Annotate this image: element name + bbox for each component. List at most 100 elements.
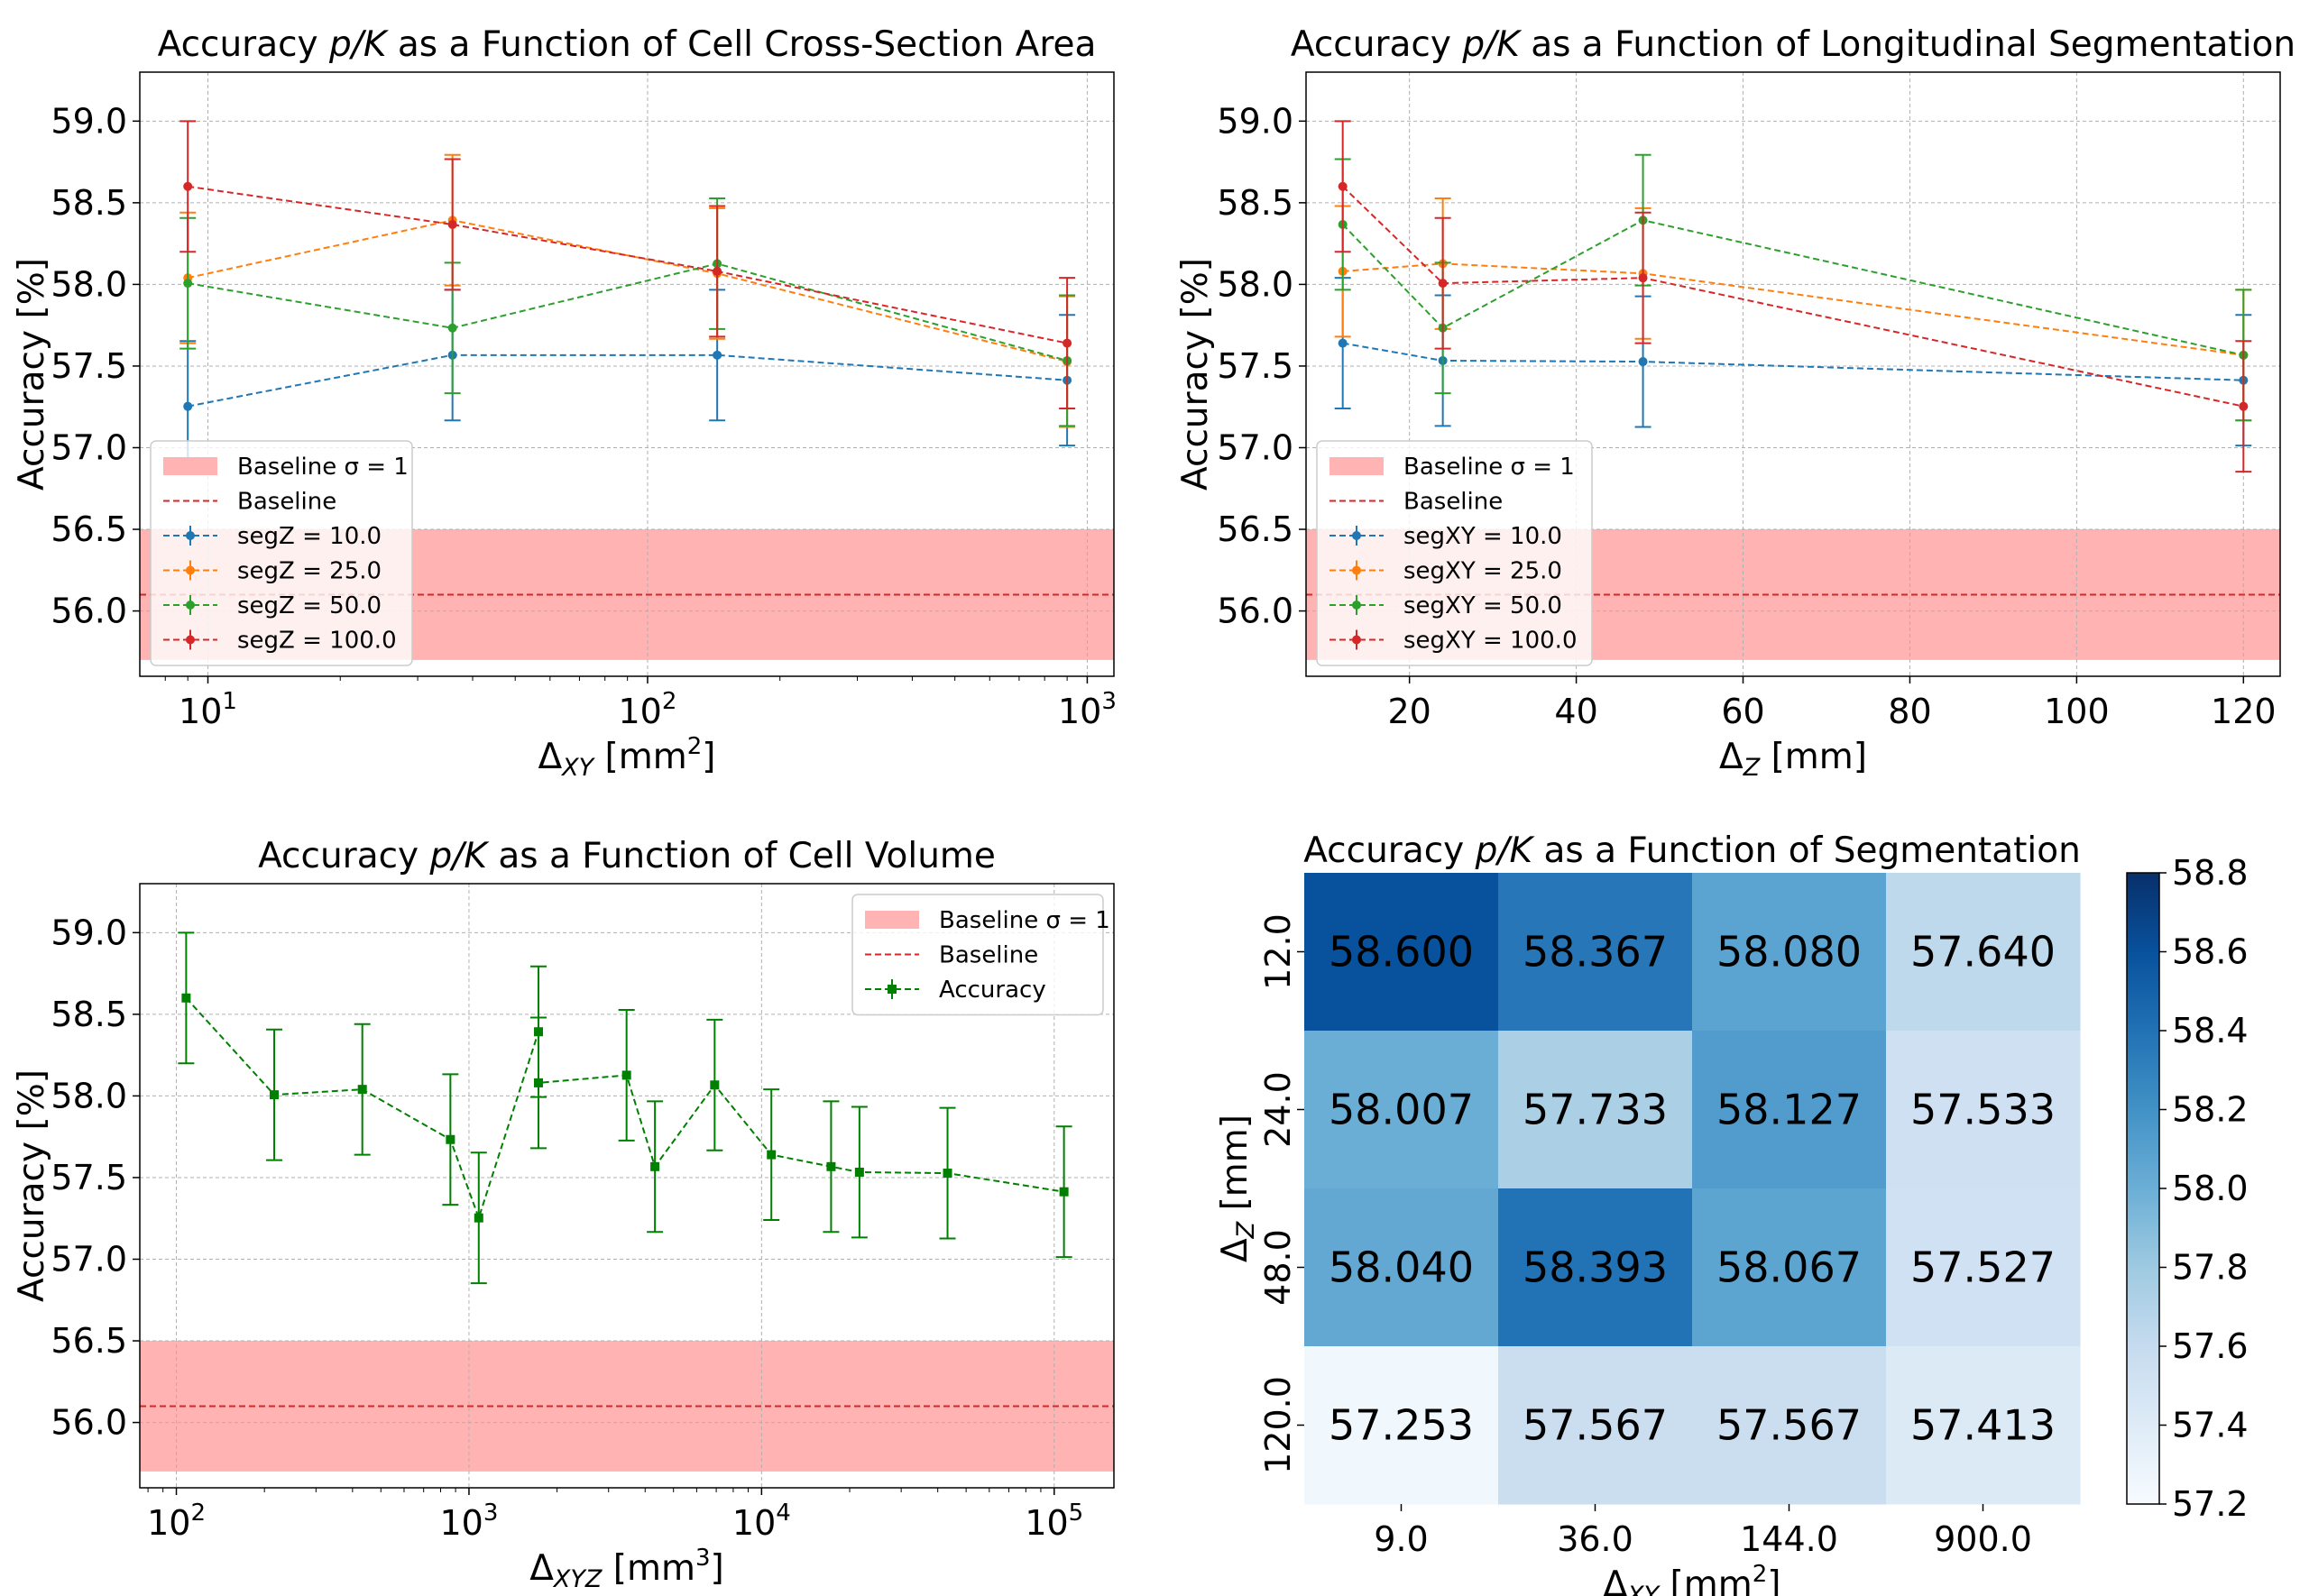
heatmap-cell — [1886, 1346, 2081, 1505]
heatmap-cell-label: 57.567 — [1716, 1401, 1862, 1450]
y-tick-label: 57.5 — [51, 346, 127, 386]
heatmap-cell-label: 57.527 — [1910, 1243, 2056, 1292]
legend-box — [1316, 440, 1593, 666]
y-tick-label: 57.0 — [51, 427, 127, 467]
data-point — [447, 219, 457, 229]
heatmap-cell-label: 58.600 — [1329, 928, 1474, 977]
legend-box — [150, 440, 413, 666]
legend-swatch — [1352, 601, 1361, 610]
x-tick-label: 144.0 — [1740, 1519, 1838, 1559]
heatmap-cell — [1692, 1346, 1887, 1505]
legend-label: Baseline σ = 1 — [237, 454, 409, 481]
heatmap-cell-label: 58.393 — [1523, 1243, 1668, 1292]
chart-title: Accuracy p/K as a Function of Segmentati… — [1303, 830, 2081, 871]
x-tick-label: 105 — [1025, 1500, 1083, 1543]
data-point — [943, 1169, 952, 1179]
heatmap-cell — [1692, 1188, 1887, 1347]
legend-swatch — [186, 601, 195, 610]
x-tick-label: 104 — [732, 1500, 791, 1543]
heatmap-cell-label: 57.640 — [1910, 928, 2056, 977]
legend-label: segZ = 100.0 — [237, 628, 397, 655]
heatmap-cell-label: 57.733 — [1523, 1086, 1668, 1134]
x-tick-label: 102 — [619, 688, 677, 731]
legend-label: Accuracy — [939, 977, 1046, 1004]
legend-swatch — [888, 985, 897, 994]
data-point — [474, 1213, 483, 1223]
y-tick-label: 58.5 — [1217, 183, 1293, 223]
data-point — [710, 1080, 720, 1090]
legend-label: Baseline σ = 1 — [939, 907, 1110, 934]
y-tick-label: 56.0 — [51, 592, 127, 631]
cross-section-area-chart: 56.0 56.5 57.0 57.5 58.0 58.5 59.0 101 102 103 Acc… — [12, 24, 1117, 782]
data-point — [183, 181, 193, 191]
y-tick-label: 57.5 — [51, 1158, 127, 1197]
plot-frame — [139, 71, 1115, 677]
series-line — [1342, 262, 2244, 356]
legend-swatch — [186, 565, 195, 575]
colorbar-tick-label: 57.4 — [2172, 1406, 2249, 1445]
legend-label: Baseline — [939, 942, 1038, 969]
heatmap-cell-label: 57.533 — [1910, 1086, 2056, 1134]
x-tick-label: 103 — [1058, 688, 1117, 731]
data-point — [183, 401, 193, 411]
data-point — [1338, 181, 1348, 191]
y-tick-label: 58.5 — [51, 995, 127, 1034]
heatmap-cell — [1498, 1188, 1693, 1347]
legend-label: segXY = 25.0 — [1403, 558, 1562, 585]
legend-swatch — [1352, 531, 1361, 540]
data-point — [357, 1085, 367, 1095]
heatmap-cell-label: 58.080 — [1716, 928, 1862, 977]
x-tick-label: 40 — [1554, 692, 1597, 731]
y-tick-label: 59.0 — [51, 101, 127, 141]
plot-frame — [139, 883, 1115, 1489]
heatmap-cell — [1886, 873, 2081, 1032]
y-tick-label: 58.0 — [51, 1076, 127, 1115]
chart-title: Accuracy p/K as a Function of Cell Volum… — [258, 836, 996, 876]
colorbar-tick-label: 58.4 — [2172, 1011, 2249, 1050]
legend-swatch — [1352, 565, 1361, 575]
heatmap-cell — [1304, 873, 1499, 1032]
longitudinal-segmentation-chart: 56.0 56.5 57.0 57.5 58.0 58.5 59.0 20 40 60 80 100 1… — [1175, 24, 2295, 782]
heatmap-cell-label: 58.367 — [1523, 928, 1668, 977]
x-tick-label: 60 — [1721, 692, 1764, 731]
series-line — [185, 997, 1064, 1221]
heatmap-cell-label: 58.007 — [1329, 1086, 1474, 1134]
colorbar-tick-label: 58.2 — [2172, 1090, 2249, 1130]
series-line — [1341, 186, 2244, 408]
colorbar — [2127, 873, 2159, 1504]
colorbar-tick-label: 57.6 — [2172, 1326, 2249, 1366]
legend-label: segZ = 25.0 — [237, 558, 382, 585]
heatmap-cell — [1304, 1346, 1499, 1505]
legend-label: segZ = 50.0 — [237, 592, 382, 619]
cell-volume-chart: 56.0 56.5 57.0 57.5 58.0 58.5 59.0 102 103 104 105… — [12, 836, 1115, 1593]
data-point — [446, 1134, 455, 1144]
y-tick-label: 24.0 — [1258, 1071, 1298, 1148]
legend-label: segZ = 10.0 — [237, 523, 382, 550]
y-tick-label: 58.0 — [51, 264, 127, 304]
data-point — [181, 993, 191, 1003]
data-point — [1338, 338, 1348, 348]
data-point — [1638, 273, 1648, 283]
y-tick-label: 48.0 — [1258, 1229, 1298, 1306]
legend-label: Baseline — [237, 489, 336, 516]
series-line — [188, 353, 1068, 408]
segmentation-heatmap: 58.600 58.367 58.080 57.640 58.007 57.733 58.1… — [1215, 830, 2249, 1596]
x-tick-label: 9.0 — [1374, 1519, 1428, 1559]
data-point — [713, 350, 722, 360]
y-tick-label: 58.5 — [51, 183, 127, 223]
colorbar-tick-label: 58.8 — [2172, 853, 2249, 893]
heatmap-cell-label: 58.040 — [1329, 1243, 1474, 1292]
legend-swatch — [186, 635, 195, 645]
legend-swatch — [865, 911, 919, 929]
heatmap-cell — [1498, 1346, 1693, 1505]
legend-label: Baseline — [1403, 489, 1503, 516]
heatmap-cell-label: 58.127 — [1716, 1086, 1862, 1134]
data-point — [621, 1070, 631, 1080]
x-tick-label: 103 — [439, 1500, 498, 1543]
heatmap-cell — [1692, 1031, 1887, 1189]
y-tick-label: 57.0 — [51, 1239, 127, 1279]
y-tick-label: 57.0 — [1217, 427, 1293, 467]
data-point — [854, 1167, 864, 1177]
legend-swatch — [186, 531, 195, 540]
x-axis-label: ΔXY [mm2] — [538, 733, 715, 782]
